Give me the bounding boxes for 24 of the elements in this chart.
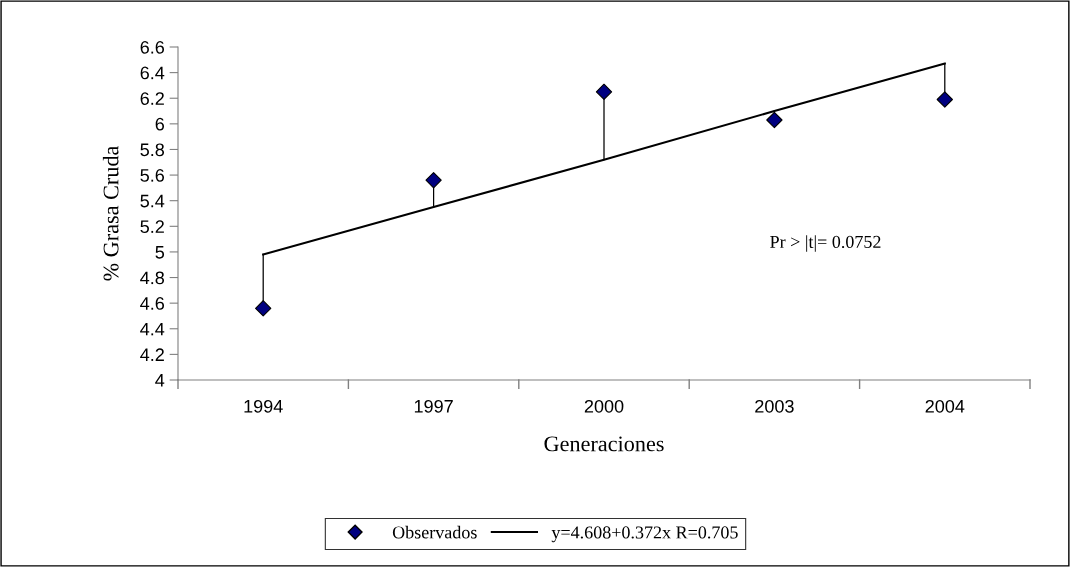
x-tick-label: 1994 [244, 399, 283, 413]
y-tick-label: 5 [155, 246, 165, 259]
x-tick-label: 2000 [584, 399, 624, 413]
y-tick-label: 6 [155, 117, 165, 131]
y-tick-label: 4.4 [140, 322, 165, 336]
y-tick-label: 5.4 [140, 194, 165, 208]
y-tick-label: 4.8 [140, 271, 165, 285]
y-tick-label: 6.6 [140, 40, 165, 54]
y-tick-label: 5.2 [140, 220, 164, 234]
legend-label: Observados [392, 525, 477, 539]
x-axis-title: Generaciones [544, 436, 664, 452]
legend-label: y=4.608+0.372x R=0.705 [551, 526, 738, 543]
y-tick-label: 4.2 [140, 348, 164, 361]
y-tick-label: 5.8 [140, 143, 165, 157]
y-tick-label: 6.2 [140, 92, 164, 105]
x-tick-label: 2004 [925, 399, 965, 413]
y-tick-label: 6.4 [140, 66, 165, 80]
x-tick-label: 1997 [414, 399, 453, 413]
annotation: Pr > |t|= 0.0752 [770, 235, 881, 252]
y-axis-title: % Grasa Cruda [102, 145, 119, 281]
x-tick-label: 2003 [755, 399, 794, 413]
y-tick-label: 4 [155, 374, 165, 387]
y-tick-label: 5.6 [140, 169, 165, 182]
y-tick-label: 4.6 [140, 297, 165, 310]
